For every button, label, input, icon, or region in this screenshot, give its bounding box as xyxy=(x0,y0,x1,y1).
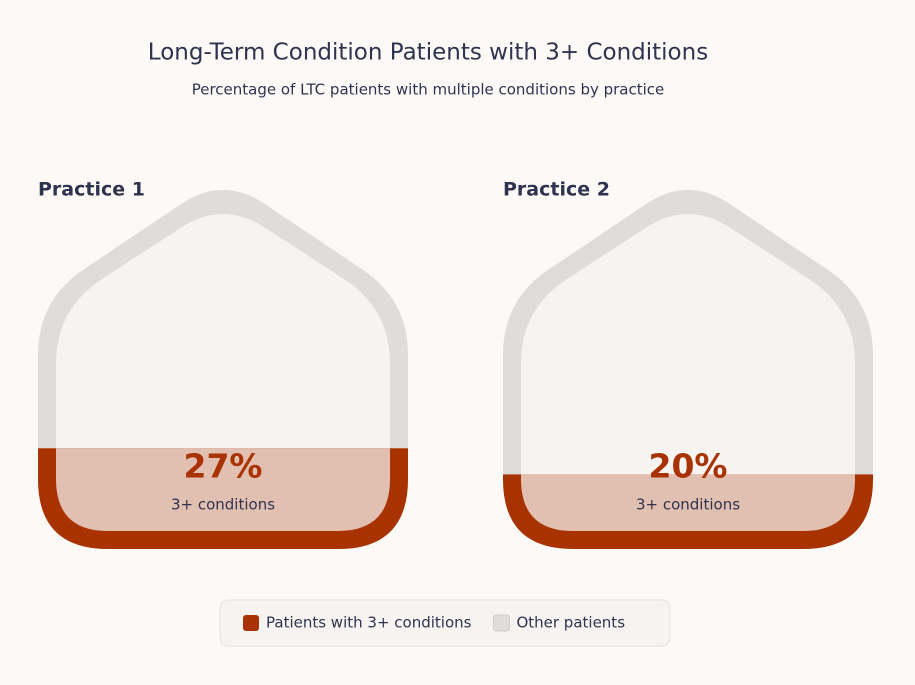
chart-title: Long-Term Condition Patients with 3+ Con… xyxy=(148,40,708,66)
legend-label: Patients with 3+ conditions xyxy=(266,614,472,632)
chart-subtitle: Percentage of LTC patients with multiple… xyxy=(192,81,665,99)
legend-label: Other patients xyxy=(516,614,625,632)
house-interior xyxy=(521,213,855,531)
legend-swatch xyxy=(243,615,259,631)
fill-level-inner xyxy=(521,474,855,531)
value-label: 20% xyxy=(649,447,728,486)
value-label: 27% xyxy=(184,447,263,486)
annotation: 3+ conditions xyxy=(171,496,275,514)
legend xyxy=(219,599,671,647)
category-label: Practice 1 xyxy=(38,179,145,201)
annotation: 3+ conditions xyxy=(636,496,740,514)
category-label: Practice 2 xyxy=(503,179,610,201)
fill-level-inner xyxy=(56,448,390,531)
legend-swatch xyxy=(492,614,510,632)
